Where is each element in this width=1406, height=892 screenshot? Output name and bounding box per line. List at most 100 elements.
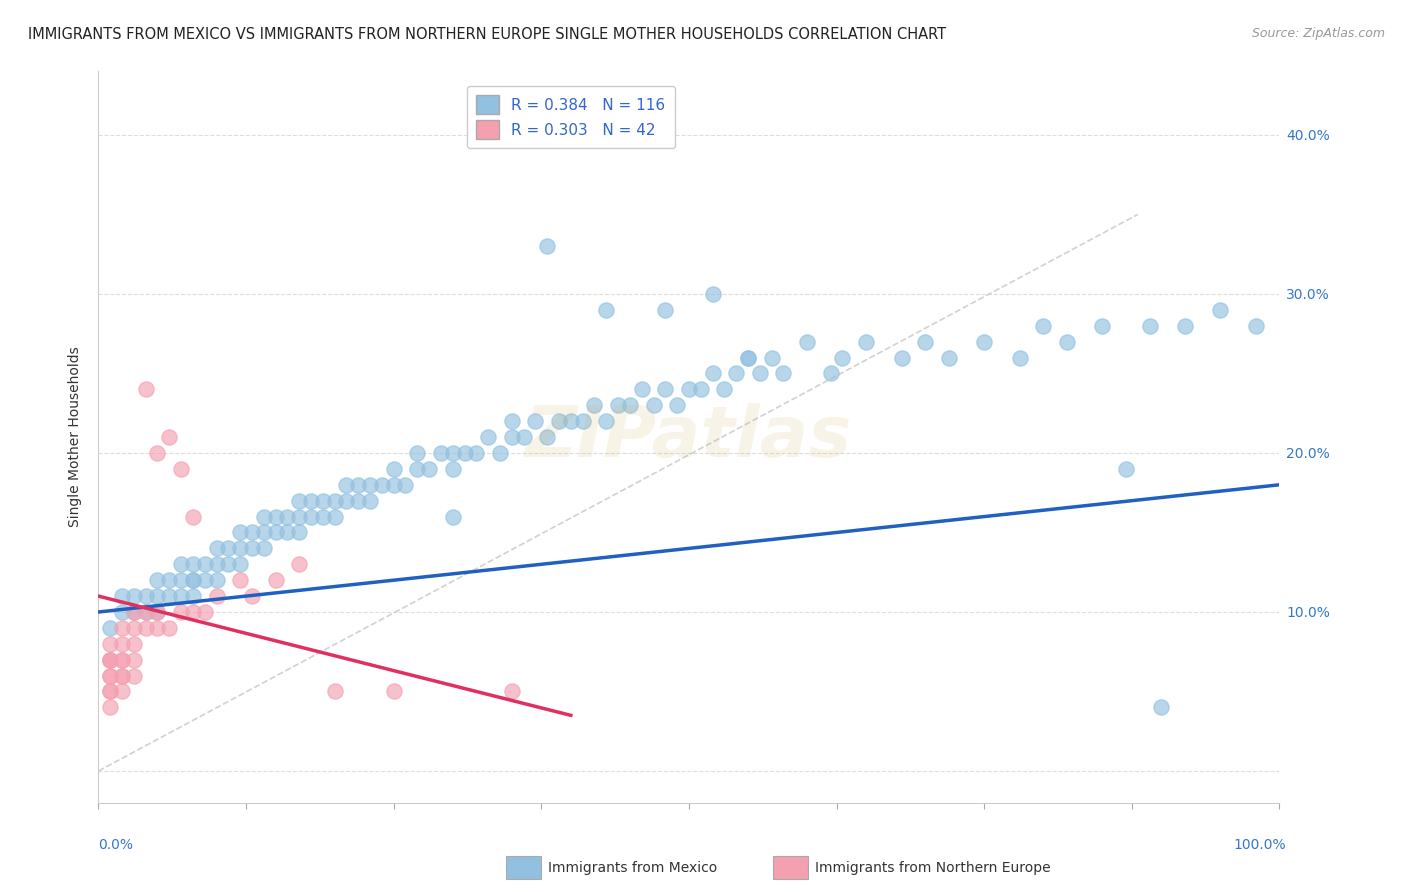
Point — [654, 302, 676, 317]
Point — [288, 509, 311, 524]
Point — [1174, 318, 1197, 333]
Point — [98, 668, 121, 682]
Point — [1115, 462, 1137, 476]
Point — [382, 477, 405, 491]
Point — [382, 684, 405, 698]
Point — [205, 589, 228, 603]
Point — [135, 605, 157, 619]
Point — [465, 446, 488, 460]
Point — [181, 509, 204, 524]
Point — [914, 334, 936, 349]
Point — [643, 398, 665, 412]
Point — [406, 446, 429, 460]
Point — [111, 621, 134, 635]
Point — [111, 653, 134, 667]
Point — [98, 684, 121, 698]
Point — [973, 334, 995, 349]
Point — [170, 605, 193, 619]
Point — [98, 700, 121, 714]
Point — [512, 430, 534, 444]
Point — [111, 684, 134, 698]
Point — [323, 509, 346, 524]
Point — [146, 605, 169, 619]
Point — [194, 605, 217, 619]
Point — [595, 414, 617, 428]
Point — [229, 541, 252, 556]
Point — [406, 462, 429, 476]
Point — [98, 637, 121, 651]
Point — [1091, 318, 1114, 333]
Point — [595, 302, 617, 317]
Point — [194, 573, 217, 587]
Point — [299, 509, 322, 524]
Text: 0.0%: 0.0% — [98, 838, 134, 853]
Point — [170, 589, 193, 603]
Point — [276, 509, 298, 524]
Point — [288, 493, 311, 508]
Point — [548, 414, 571, 428]
Point — [111, 605, 134, 619]
Point — [146, 621, 169, 635]
Point — [276, 525, 298, 540]
Point — [713, 383, 735, 397]
Point — [441, 446, 464, 460]
Point — [240, 525, 263, 540]
Point — [111, 589, 134, 603]
Point — [689, 383, 711, 397]
Point — [1244, 318, 1267, 333]
Point — [453, 446, 475, 460]
Point — [111, 637, 134, 651]
Point — [98, 653, 121, 667]
Point — [146, 605, 169, 619]
Point — [170, 573, 193, 587]
Text: IMMIGRANTS FROM MEXICO VS IMMIGRANTS FROM NORTHERN EUROPE SINGLE MOTHER HOUSEHOL: IMMIGRANTS FROM MEXICO VS IMMIGRANTS FRO… — [28, 27, 946, 42]
Point — [98, 653, 121, 667]
Point — [441, 462, 464, 476]
Point — [796, 334, 818, 349]
Point — [157, 589, 180, 603]
Point — [1150, 700, 1173, 714]
Point — [157, 430, 180, 444]
Point — [135, 621, 157, 635]
Point — [855, 334, 877, 349]
Point — [359, 477, 381, 491]
Point — [772, 367, 794, 381]
Text: Immigrants from Northern Europe: Immigrants from Northern Europe — [815, 861, 1052, 875]
Point — [831, 351, 853, 365]
Point — [98, 668, 121, 682]
Text: ZIPatlas: ZIPatlas — [526, 402, 852, 472]
Point — [371, 477, 394, 491]
Point — [312, 493, 335, 508]
Point — [347, 477, 370, 491]
Point — [820, 367, 842, 381]
Point — [501, 414, 523, 428]
Point — [607, 398, 630, 412]
Point — [122, 637, 145, 651]
Point — [477, 430, 499, 444]
Point — [347, 493, 370, 508]
Point — [1209, 302, 1232, 317]
Point — [205, 573, 228, 587]
Point — [157, 573, 180, 587]
Point — [725, 367, 748, 381]
Text: Source: ZipAtlas.com: Source: ZipAtlas.com — [1251, 27, 1385, 40]
Point — [299, 493, 322, 508]
Point — [560, 414, 582, 428]
Point — [229, 573, 252, 587]
Point — [702, 367, 724, 381]
Point — [170, 462, 193, 476]
Point — [122, 605, 145, 619]
Point — [524, 414, 547, 428]
Point — [394, 477, 416, 491]
Point — [1032, 318, 1054, 333]
Point — [98, 684, 121, 698]
Point — [253, 525, 276, 540]
Point — [288, 525, 311, 540]
Point — [737, 351, 759, 365]
Point — [323, 493, 346, 508]
Point — [205, 541, 228, 556]
Point — [146, 589, 169, 603]
Point — [678, 383, 700, 397]
Text: Immigrants from Mexico: Immigrants from Mexico — [548, 861, 717, 875]
Point — [122, 653, 145, 667]
